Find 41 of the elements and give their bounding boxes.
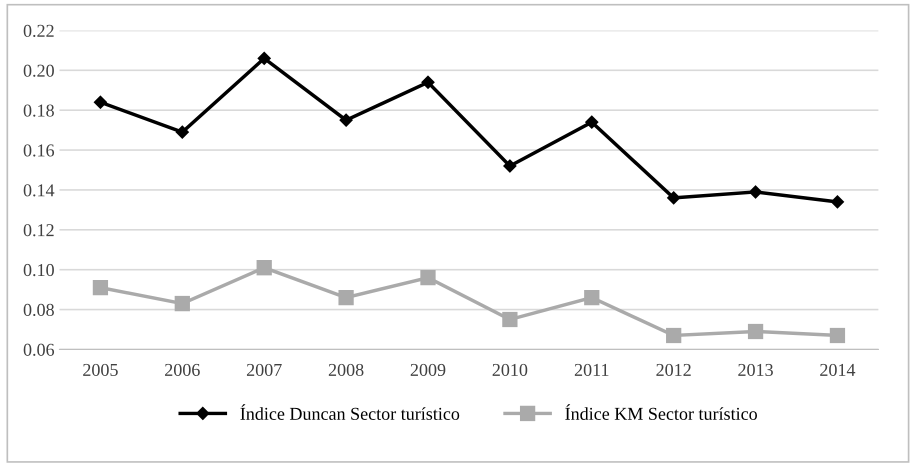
y-tick-label: 0.20 [24,64,54,77]
x-tick-label: 2006 [165,364,200,376]
point [420,270,436,286]
x-tick-label: 2011 [574,364,608,376]
point [174,296,190,312]
legend-label: Índice KM Sector turístico [565,404,757,420]
x-tick-label: 2005 [83,364,118,376]
x-tick-label: 2014 [820,364,856,376]
y-tick-label: 0.06 [24,344,54,356]
point [256,260,272,276]
point [584,290,600,306]
x-tick-label: 2013 [738,364,773,376]
x-tick-label: 2009 [410,364,446,376]
point [176,126,189,139]
point [338,290,354,306]
y-tick-label: 0.22 [24,24,54,38]
point [666,328,682,344]
point [667,191,680,205]
x-tick-label: 2012 [656,364,691,376]
point [340,114,353,127]
point [92,280,108,296]
point [748,324,764,340]
point [502,312,518,328]
x-tick-label: 2010 [492,364,528,376]
point [830,328,846,344]
y-tick-label: 0.10 [24,264,54,276]
point [94,96,108,109]
point [421,76,435,89]
x-tick-label: 2008 [328,364,364,376]
y-tick-label: 0.12 [24,224,54,236]
point [585,116,598,129]
y-tick-label: 0.08 [24,304,54,316]
y-tick-label: 0.16 [24,144,54,157]
point [830,195,844,208]
point [503,159,516,173]
y-tick-label: 0.18 [24,104,54,117]
legend-label: Índice Duncan Sector turístico [240,404,460,420]
point [748,185,762,199]
y-tick-label: 0.14 [24,184,54,196]
point [258,52,271,65]
x-tick-label: 2007 [246,364,282,376]
